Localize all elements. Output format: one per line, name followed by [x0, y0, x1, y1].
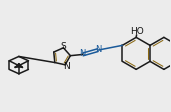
Text: N: N	[79, 49, 85, 58]
Text: S: S	[61, 41, 66, 50]
Text: N: N	[63, 62, 70, 71]
Text: N: N	[95, 45, 102, 54]
Text: HO: HO	[130, 27, 143, 36]
